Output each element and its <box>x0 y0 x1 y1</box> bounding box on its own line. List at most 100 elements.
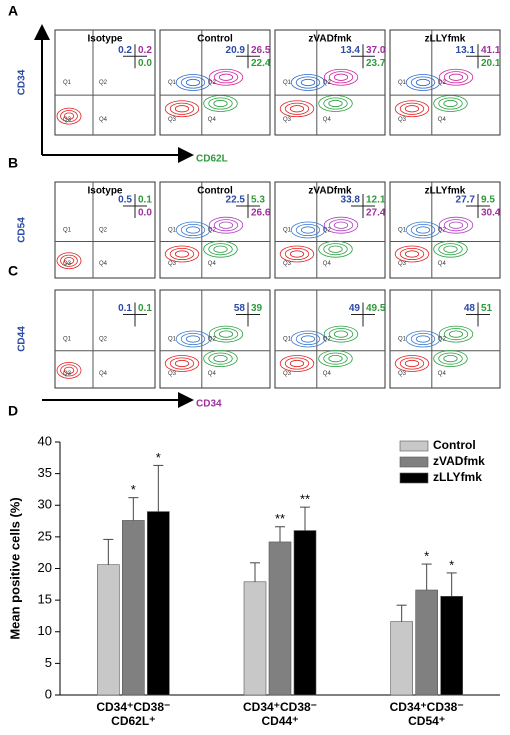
contour <box>399 247 425 260</box>
quadrant-label: Q2 <box>208 337 217 343</box>
contour <box>213 354 228 363</box>
panel-label: B <box>8 155 18 171</box>
contour <box>443 328 469 341</box>
legend-swatch <box>399 472 429 484</box>
quadrant-label: Q1 <box>283 337 292 343</box>
plot-frame <box>159 29 271 136</box>
error-bar <box>250 562 260 582</box>
significance-label: ** <box>275 511 285 526</box>
contour <box>328 328 354 341</box>
contour <box>284 247 310 260</box>
quadrant-label: Q2 <box>323 228 332 234</box>
quadrant-label: Q2 <box>323 80 332 86</box>
quadrant-value: 13.4 <box>341 45 361 56</box>
contour <box>279 245 315 263</box>
bar <box>415 589 438 696</box>
panel-label: A <box>8 3 18 19</box>
y-axis-label: CD34 <box>17 69 28 95</box>
quadrant-label: Q4 <box>99 371 108 377</box>
y-tick-label: 5 <box>45 655 52 670</box>
contour <box>300 335 316 343</box>
quadrant-label: Q4 <box>438 261 447 267</box>
y-tick-label: 30 <box>38 497 52 512</box>
quadrant-value: 22.5 <box>226 195 246 206</box>
contour <box>213 99 228 108</box>
contour <box>175 221 211 239</box>
quadrant-value: 27.7 <box>456 195 476 206</box>
quadrant-value: 22.4 <box>251 58 271 69</box>
error-bar <box>275 526 285 542</box>
quadrant-value: 12.1 <box>366 195 386 206</box>
contour <box>164 355 200 372</box>
contour <box>438 97 463 110</box>
quadrant-value: 49 <box>349 303 361 314</box>
quadrant-label: Q2 <box>99 80 108 86</box>
quadrant-label: Q2 <box>208 228 217 234</box>
bar <box>122 520 145 696</box>
quadrant-value: 20.1 <box>481 58 501 69</box>
quadrant-label: Q4 <box>323 117 332 123</box>
quadrant-label: Q3 <box>283 117 292 123</box>
y-tick-label: 25 <box>38 528 52 543</box>
quadrant-label: Q3 <box>63 117 72 123</box>
y-axis-label: CD54 <box>17 217 28 243</box>
contour <box>433 95 468 112</box>
contour <box>169 102 195 115</box>
quadrant-label: Q1 <box>168 80 177 86</box>
quadrant-label: Q1 <box>168 228 177 234</box>
contour <box>328 245 343 253</box>
plot-title: Control <box>197 186 233 197</box>
x-axis-label: CD62L <box>196 154 228 165</box>
quadrant-value: 23.7 <box>366 58 386 69</box>
plot-frame <box>389 29 501 136</box>
bar <box>293 530 317 696</box>
contour <box>404 105 420 113</box>
y-tick-label: 15 <box>38 592 52 607</box>
contour <box>208 97 233 110</box>
quadrant-label: Q1 <box>398 80 407 86</box>
contour <box>448 221 464 229</box>
quadrant-value: 26.5 <box>251 45 271 56</box>
quadrant-label: Q2 <box>99 337 108 343</box>
contour <box>169 247 195 260</box>
y-axis-label: Mean positive cells (%) <box>7 497 22 639</box>
significance-label: * <box>156 450 161 465</box>
legend-label: zVADfmk <box>433 454 485 468</box>
contour <box>203 350 238 368</box>
quadrant-label: Q3 <box>283 261 292 267</box>
contour <box>333 221 349 229</box>
y-tick-label: 35 <box>38 465 52 480</box>
x-axis-label: CD34 <box>196 399 222 410</box>
contour <box>433 350 468 368</box>
plot-title: Isotype <box>87 186 122 197</box>
contour <box>175 74 211 91</box>
error-bar <box>128 497 139 521</box>
contour <box>333 330 349 338</box>
contour <box>180 76 206 89</box>
quadrant-label: Q1 <box>168 337 177 343</box>
contour <box>300 226 316 234</box>
quadrant-label: Q4 <box>323 371 332 377</box>
x-tick-label: CD34⁺CD38⁻ CD62L⁺ <box>96 700 171 728</box>
contour <box>56 107 82 125</box>
quadrant-label: Q4 <box>99 261 108 267</box>
contour <box>290 74 326 91</box>
y-axis-label: CD44 <box>17 326 28 352</box>
y-tick-label: 40 <box>38 433 52 448</box>
quadrant-label: Q3 <box>63 261 72 267</box>
quadrant-label: Q1 <box>398 337 407 343</box>
contour <box>394 245 430 263</box>
quadrant-label: Q1 <box>283 228 292 234</box>
contour <box>323 243 348 256</box>
significance-label: * <box>424 549 429 564</box>
contour <box>63 112 75 120</box>
quadrant-value: 9.5 <box>481 195 495 206</box>
contour <box>415 226 431 234</box>
quadrant-label: Q1 <box>63 80 72 86</box>
contour <box>323 97 348 110</box>
quadrant-label: Q3 <box>168 371 177 377</box>
plot-frame <box>54 29 156 136</box>
contour <box>443 71 469 84</box>
contour <box>323 325 359 343</box>
quadrant-value: 48 <box>464 303 476 314</box>
